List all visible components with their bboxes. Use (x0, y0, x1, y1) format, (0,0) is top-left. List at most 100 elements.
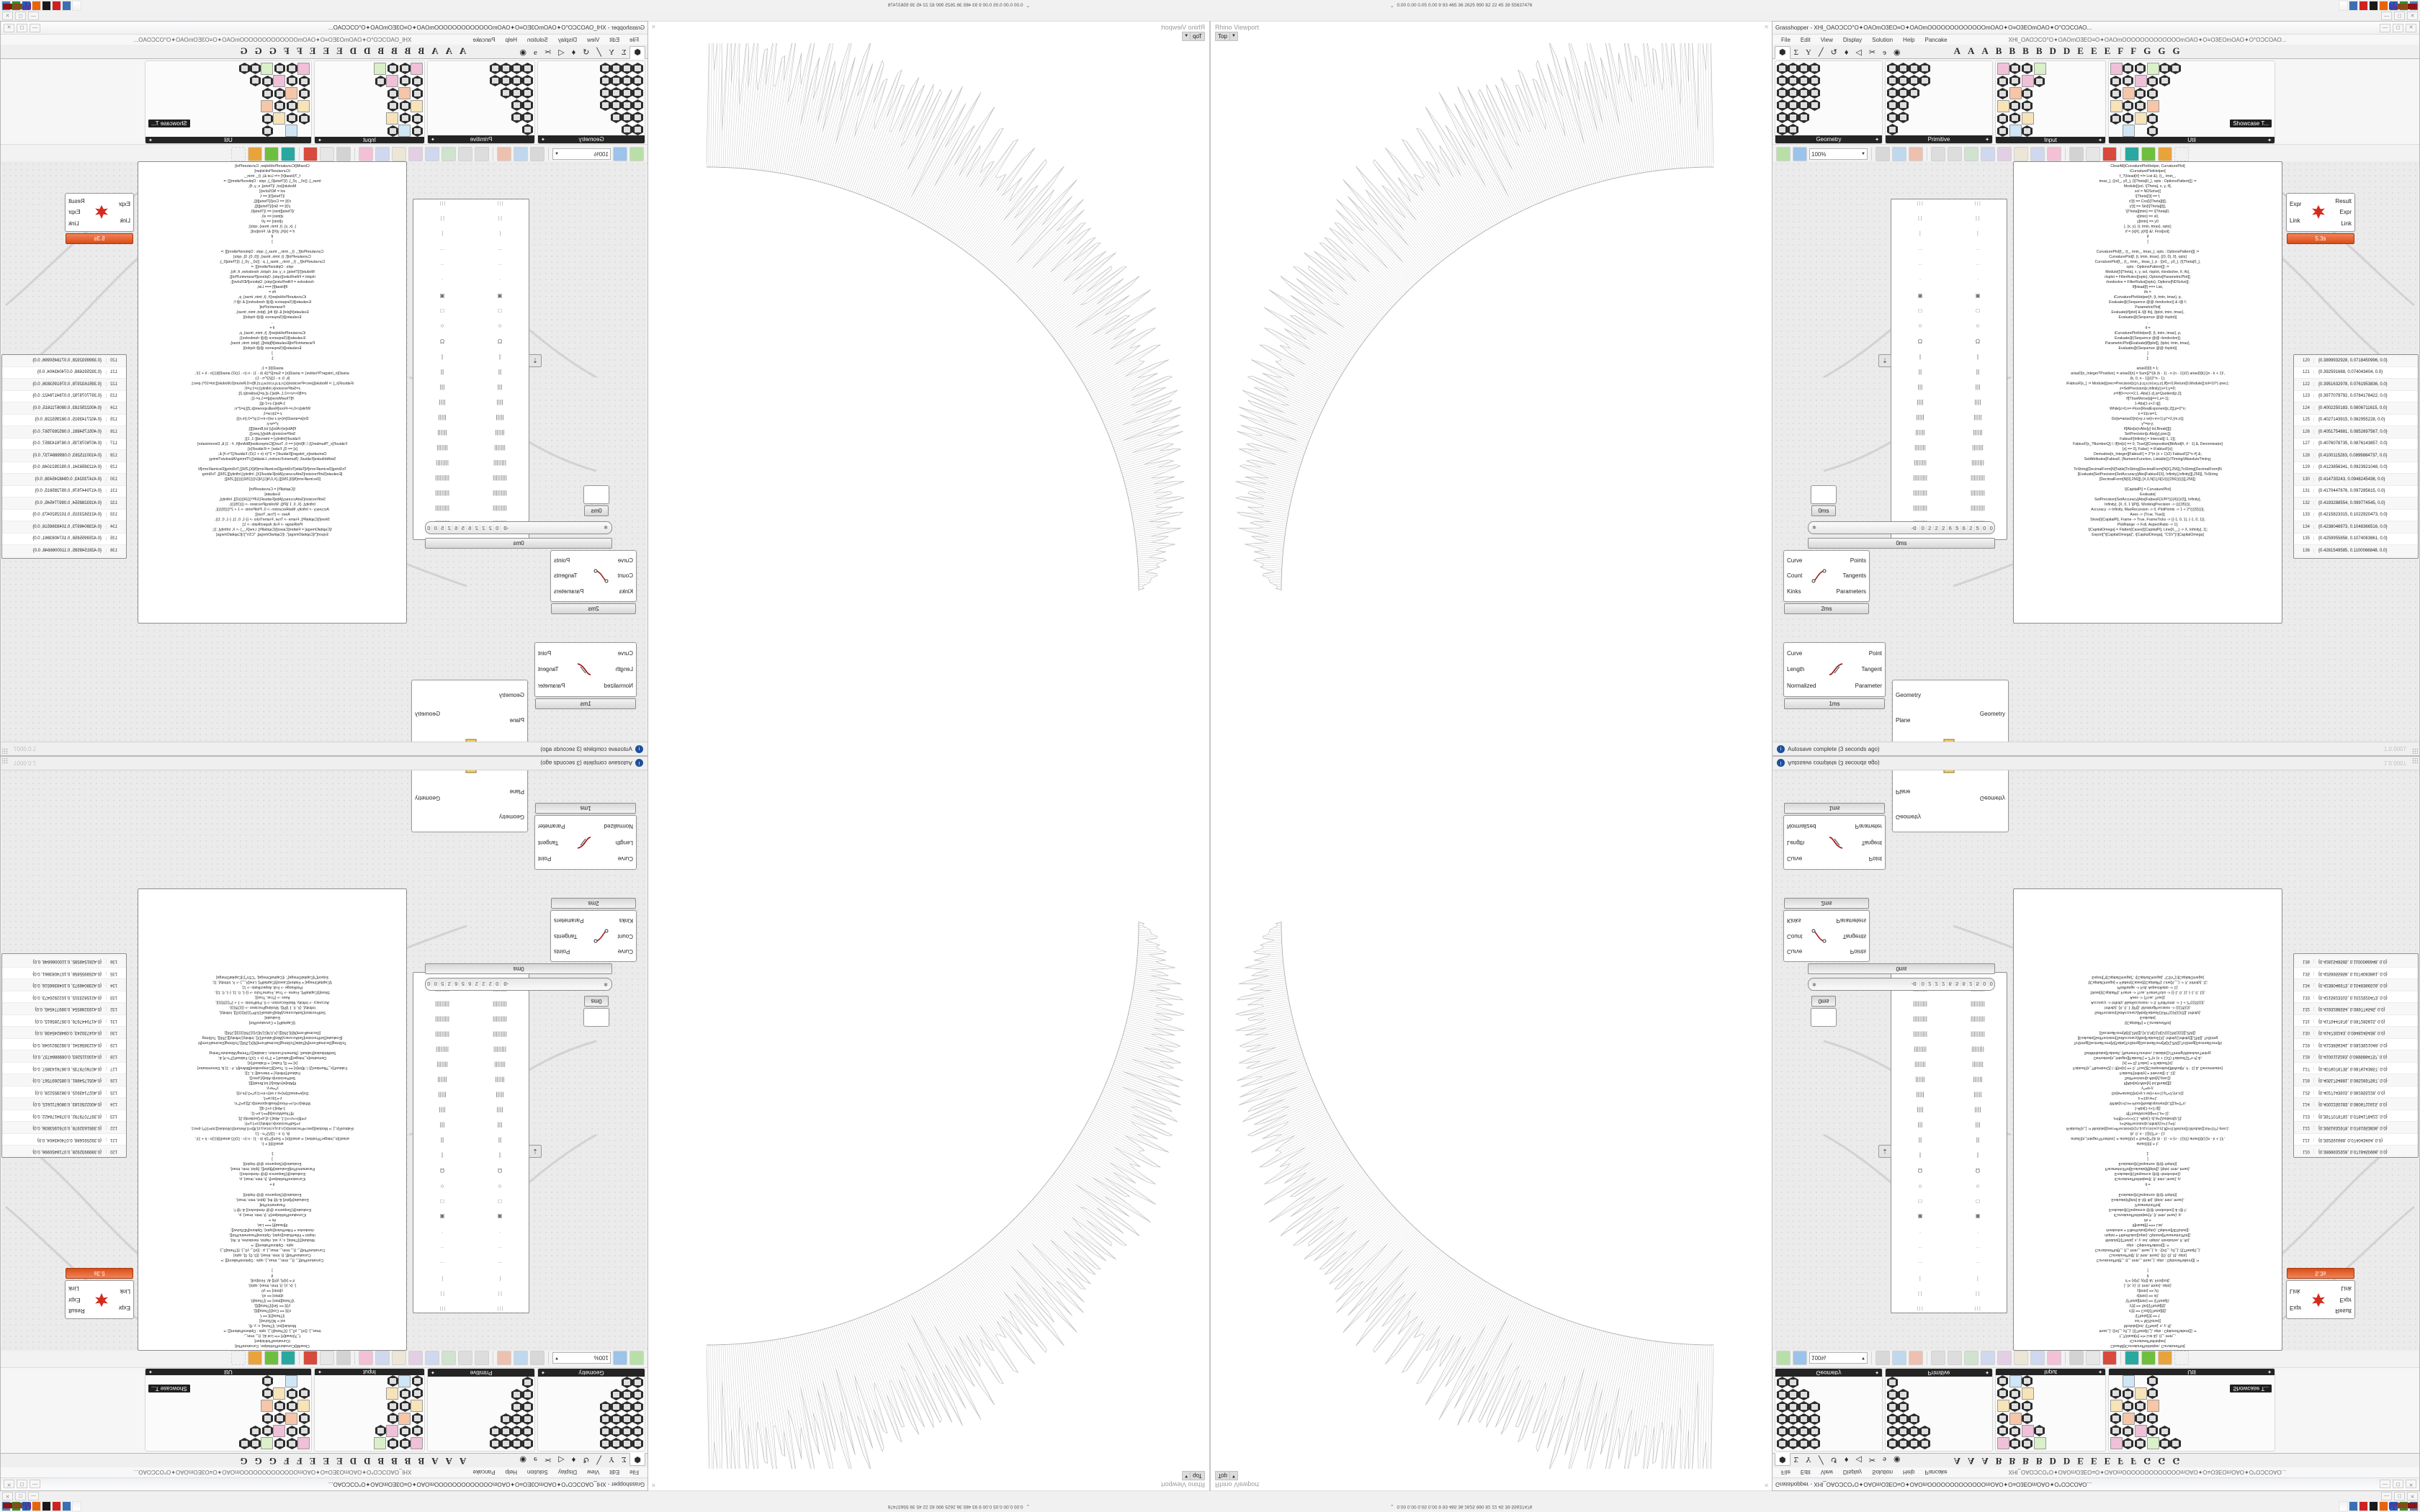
ribbon-component-icon[interactable] (297, 1437, 310, 1449)
ribbon-component-icon[interactable] (600, 99, 611, 111)
paint-brush-icon[interactable] (497, 1351, 511, 1365)
ribbon-component-icon[interactable] (632, 87, 643, 99)
ribbon-component-icon[interactable] (386, 1387, 398, 1400)
slider-digit-10[interactable]: 0 (426, 524, 433, 531)
pin-icon[interactable]: ✦ (431, 137, 435, 143)
chevron-down-icon[interactable]: ▼ (1182, 1471, 1191, 1480)
slider-digit-10[interactable]: 0 (1987, 524, 1995, 531)
shaded-preview-icon[interactable] (2069, 147, 2084, 161)
ribbon-component-icon[interactable] (297, 1400, 310, 1412)
gh-maximize-button[interactable]: ◻ (2393, 1480, 2403, 1489)
ribbon-component-icon[interactable] (1809, 1438, 1820, 1449)
tab-left-8[interactable]: ɘ (533, 48, 537, 57)
app-icon-notes[interactable] (2349, 1501, 2358, 1511)
ribbon-component-icon[interactable] (1788, 1438, 1798, 1449)
tab-left-2[interactable]: Υ (1806, 1455, 1811, 1464)
port-out-expr[interactable]: Expr (2339, 209, 2352, 216)
close-button[interactable]: ✕ (2407, 1492, 2418, 1500)
tab-right-5[interactable]: B (391, 1456, 398, 1467)
ribbon-component-icon[interactable] (522, 1413, 533, 1425)
port-out-points[interactable]: Points (1850, 557, 1866, 564)
find-icon[interactable] (2030, 1351, 2045, 1365)
save-disk-icon[interactable] (613, 147, 627, 161)
panel-point-data[interactable]: 120 {0.3899932928, 0.0718450996, 0.0} 121 {… (1, 354, 127, 559)
ribbon-component-icon[interactable] (1898, 63, 1909, 74)
panel-glyph-list[interactable]: │││ ││ │ ··· ·· · ▣ □ ○ Ω | || ||| |||| ||||| |||||| |||… (413, 199, 529, 540)
ribbon-component-icon[interactable] (1909, 1426, 1919, 1437)
tab-right-7[interactable]: D (364, 1456, 371, 1467)
table-row[interactable]: 121 {0.392591688, 0.074043404, 0.0} (2, 1133, 126, 1146)
wireframe-preview-icon[interactable] (320, 1351, 334, 1365)
tab-right-12[interactable]: F (2118, 45, 2124, 56)
ribbon-component-icon[interactable] (1898, 1401, 1909, 1413)
slider-digit-8[interactable]: 5 (439, 524, 447, 531)
ribbon-component-icon[interactable] (1798, 1389, 1809, 1400)
tray-caret-icon[interactable]: ⌄ (1390, 3, 1394, 9)
quadrant-top-right[interactable]: ⌄ 0.00 0.00 0.05 0.00 9 93 465 36 2625 9… (1210, 0, 2420, 756)
rhino-viewport[interactable]: Rhino Viewport Top ▼ ✕ (1210, 756, 1773, 1491)
port-out-geometry[interactable]: Geometry (415, 795, 441, 801)
ribbon-component-icon[interactable] (632, 124, 643, 135)
tab-right-15[interactable]: G (254, 1456, 262, 1467)
ribbon-component-icon[interactable] (2123, 1413, 2135, 1425)
port-out-parameters[interactable]: Parameters (1836, 588, 1866, 595)
port-out-tangents[interactable]: Tangents (554, 932, 578, 940)
tab-left-2[interactable]: Υ (609, 48, 614, 57)
tab-left-2[interactable]: Υ (1806, 48, 1811, 57)
ribbon-component-icon[interactable] (387, 63, 398, 74)
ribbon-component-icon[interactable] (2159, 63, 2170, 74)
pin-icon[interactable]: ✦ (2098, 138, 2102, 143)
ribbon-component-icon[interactable] (2022, 1438, 2033, 1449)
component-mathematica-link[interactable]: Expr Link Result Expr Link (65, 1268, 134, 1319)
table-row[interactable]: 125 {0.4027143915, 0.082955228, 0.0} (2, 414, 126, 426)
app-icon-rhino[interactable] (2359, 1, 2368, 11)
zoom-level-input[interactable]: 100% ▼ (552, 1352, 611, 1364)
download-icon[interactable]: ⇣ (529, 1145, 542, 1158)
grasshopper-tabbar[interactable]: ⬢ Σ Υ ╱ ↺ ♦ ◁ ✂ ɘ ◉ A A A B B B B D D E E E F F G G G (1773, 1453, 2419, 1467)
tab-left-1[interactable]: Σ (1793, 1455, 1799, 1464)
ribbon-group-input[interactable]: Input ✦ (1995, 60, 2106, 144)
port-in-length[interactable]: Length (615, 666, 633, 673)
ribbon-component-icon[interactable] (2009, 100, 2020, 112)
download-icon[interactable]: ⇣ (529, 354, 542, 367)
ribbon-component-icon[interactable] (2147, 1375, 2158, 1387)
port-out-parameter[interactable]: Parameter (1855, 822, 1882, 829)
ribbon-component-icon[interactable] (2110, 1413, 2121, 1424)
tab-right-9[interactable]: E (2077, 45, 2084, 56)
ribbon-component-icon[interactable] (1887, 1377, 1898, 1388)
ribbon-component-icon[interactable] (400, 1388, 411, 1400)
ribbon-component-icon[interactable] (239, 63, 250, 74)
sky-green-icon[interactable] (264, 147, 279, 161)
recompute-icon[interactable] (425, 147, 439, 161)
table-row[interactable]: 134 {0.4238046973, 0.1048366516, 0.0} (2294, 978, 2418, 991)
port-out-tangents[interactable]: Tangents (1842, 932, 1866, 940)
ribbon-component-icon[interactable] (2022, 1400, 2033, 1412)
ribbon-component-icon[interactable] (632, 112, 643, 123)
ribbon-component-icon[interactable] (1798, 1413, 1809, 1425)
wireframe-preview-icon[interactable] (320, 147, 334, 161)
table-row[interactable]: 120 {0.3899932928, 0.0718450996, 0.0} (2294, 355, 2418, 367)
component-curve-closest-point[interactable]: Curve Length Normalized Point Tangent (1783, 642, 1886, 709)
ribbon-component-icon[interactable] (2135, 75, 2147, 87)
resize-grip-icon[interactable] (2, 748, 8, 754)
table-row[interactable]: 120 {0.3899932928, 0.0718450996, 0.0} (2, 1145, 126, 1157)
gh-maximize-button[interactable]: ◻ (17, 1480, 27, 1489)
ribbon-component-icon[interactable] (2022, 63, 2033, 74)
ribbon-component-icon[interactable] (622, 63, 632, 74)
menu-item-edit[interactable]: Edit (609, 36, 620, 43)
ribbon-component-icon[interactable] (2123, 1375, 2135, 1387)
table-row[interactable]: 124 {0.4002250183, 0.0806711615, 0.0} (2294, 1097, 2418, 1110)
ribbon-component-icon[interactable] (285, 1375, 297, 1387)
port-in-link[interactable]: Link (120, 217, 130, 224)
ribbon-component-icon[interactable] (2022, 75, 2034, 87)
tab-left-6[interactable]: ◁ (1855, 48, 1862, 57)
table-row[interactable]: 132 {0.4193288554, 0.099774545, 0.0} (2294, 498, 2418, 510)
ribbon-component-icon[interactable] (611, 1426, 622, 1437)
grasshopper-canvas[interactable]: Curve Count Kinks Points Tangents (1, 770, 647, 1351)
ribbon-component-icon[interactable] (412, 1375, 423, 1387)
ribbon-component-icon[interactable] (522, 112, 533, 123)
port-out-result[interactable]: Result (2335, 198, 2352, 205)
shaded-preview-icon[interactable] (2069, 1351, 2084, 1365)
table-row[interactable]: 122 {0.3951632978, 0.0761953836, 0.0} (2, 379, 126, 391)
tab-right-8[interactable]: D (2063, 45, 2071, 56)
